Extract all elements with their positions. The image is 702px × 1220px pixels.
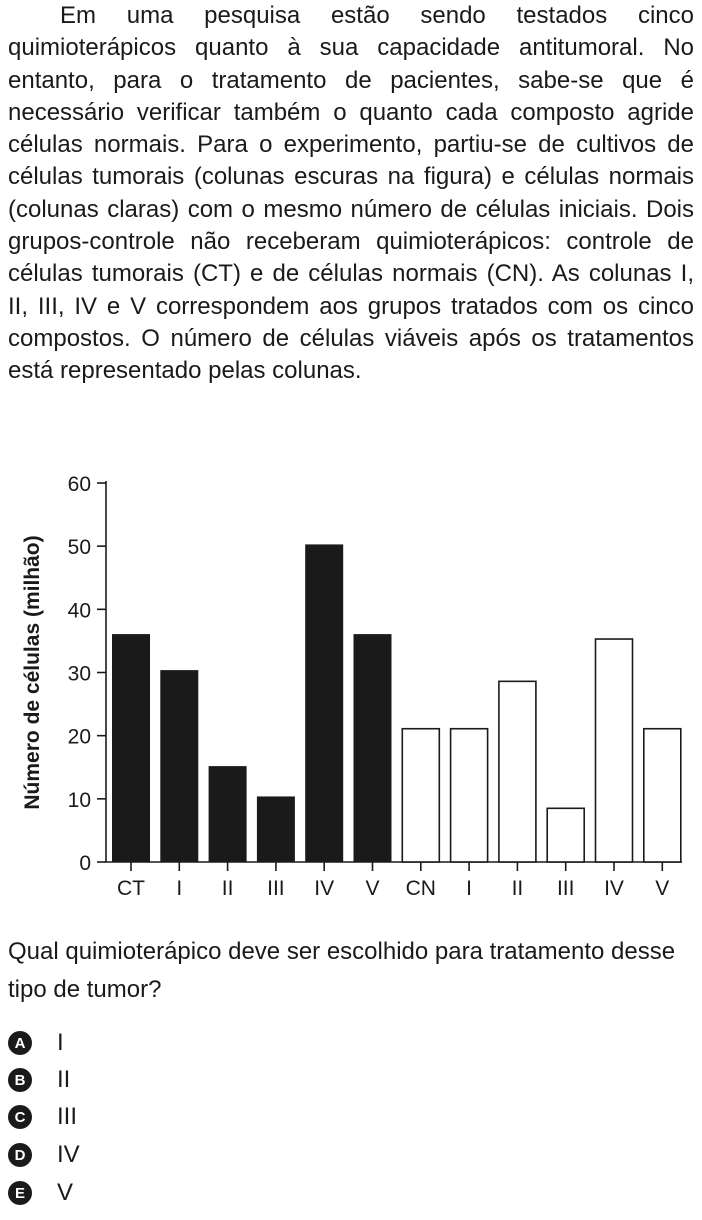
x-tick-label: II [512, 877, 524, 900]
x-tick-label: V [365, 877, 379, 900]
option-a-text: I [57, 1029, 64, 1056]
bar-tumoral-v [353, 634, 392, 863]
bar-tumoral-iii [256, 796, 295, 863]
option-a-letter-badge: A [8, 1031, 32, 1055]
x-tick-label: CN [406, 877, 436, 900]
x-tick-label: II [222, 877, 234, 900]
bar-normal-cn [401, 727, 441, 863]
option-d-text: IV [57, 1141, 80, 1168]
x-tick-label: III [267, 877, 285, 900]
option-d[interactable]: D IV [8, 1140, 80, 1170]
bar-tumoral-iv [305, 544, 344, 863]
y-axis-title-group: Número de células (milhão) [21, 535, 44, 809]
y-tick-label: 10 [68, 789, 91, 812]
option-b-text: II [57, 1066, 71, 1093]
chart-axes [97, 481, 682, 871]
bar-normal-iii [546, 807, 586, 863]
option-c-letter-badge: C [8, 1105, 32, 1129]
bar-tumoral-ct [112, 634, 150, 863]
option-a[interactable]: A I [8, 1028, 64, 1058]
y-tick-label: 20 [68, 726, 91, 749]
question-stem: Em uma pesquisa estão sendo testados cin… [8, 2, 694, 385]
y-tick-label: 60 [68, 473, 91, 496]
x-tick-label: IV [314, 877, 334, 900]
option-b-letter-badge: B [8, 1068, 32, 1092]
y-tick-label: 40 [68, 599, 91, 622]
option-b[interactable]: B II [8, 1065, 70, 1095]
bar-normal-v [642, 727, 682, 863]
x-tick-label: CT [117, 877, 145, 900]
bar-normal-iv [594, 638, 634, 863]
y-tick-label: 50 [68, 536, 91, 559]
option-e[interactable]: E V [8, 1178, 73, 1208]
bar-normal-ii [498, 680, 537, 863]
x-axis-tick-labels: CT I II III IV V CN I II III IV V [117, 877, 669, 900]
option-c-text: III [57, 1103, 78, 1130]
bar-tumoral-i [160, 670, 199, 863]
option-c[interactable]: C III [8, 1102, 77, 1132]
y-axis-tick-labels: 0 10 20 30 40 50 60 [68, 473, 91, 875]
x-tick-label: IV [604, 877, 624, 900]
x-tick-label: III [557, 877, 575, 900]
cell-count-bar-chart: Número de células (milhão) CT I II III IV V CN… [21, 473, 682, 900]
x-tick-label: I [176, 877, 182, 900]
x-tick-label: I [466, 877, 472, 900]
bar-tumoral-ii [208, 766, 247, 863]
y-axis-title: Número de células (milhão) [21, 535, 44, 809]
x-tick-label: V [655, 877, 669, 900]
y-tick-label: 30 [68, 663, 91, 686]
chart-bars [112, 544, 682, 863]
y-tick-label: 0 [79, 852, 91, 875]
bar-normal-i [449, 727, 489, 863]
question-prompt: Qual quimioterápico deve ser escolhido p… [8, 938, 676, 1003]
option-e-letter-badge: E [8, 1181, 32, 1205]
option-d-letter-badge: D [8, 1143, 32, 1167]
option-e-text: V [57, 1179, 74, 1206]
